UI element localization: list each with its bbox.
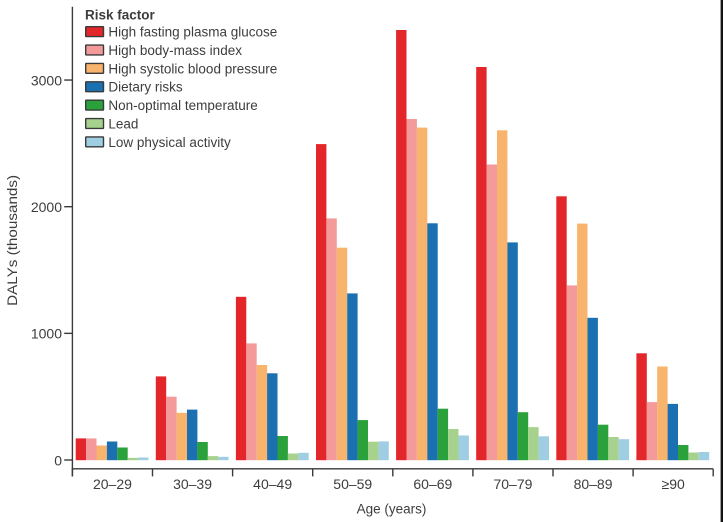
svg-text:High body-mass index: High body-mass index — [108, 43, 242, 58]
svg-text:High systolic blood pressure: High systolic blood pressure — [108, 61, 277, 76]
svg-text:40–49: 40–49 — [253, 476, 292, 492]
svg-text:Low physical activity: Low physical activity — [108, 135, 231, 150]
svg-text:2000: 2000 — [31, 199, 62, 215]
svg-text:≥90: ≥90 — [662, 476, 685, 492]
svg-text:Dietary risks: Dietary risks — [108, 80, 183, 95]
svg-text:30–39: 30–39 — [173, 476, 212, 492]
svg-text:20–29: 20–29 — [93, 476, 132, 492]
svg-text:1000: 1000 — [31, 326, 62, 342]
svg-text:3000: 3000 — [31, 72, 62, 88]
svg-text:70–79: 70–79 — [493, 476, 532, 492]
svg-text:60–69: 60–69 — [413, 476, 452, 492]
svg-text:Risk factor: Risk factor — [85, 7, 156, 22]
svg-text:DALYs (thousands): DALYs (thousands) — [5, 175, 20, 306]
svg-text:High fasting plasma glucose: High fasting plasma glucose — [108, 25, 277, 40]
svg-text:Non-optimal temperature: Non-optimal temperature — [108, 98, 257, 113]
svg-text:Age (years): Age (years) — [357, 502, 427, 517]
svg-text:50–59: 50–59 — [333, 476, 372, 492]
svg-text:80–89: 80–89 — [574, 476, 613, 492]
svg-text:0: 0 — [54, 452, 62, 468]
svg-text:Lead: Lead — [108, 116, 138, 131]
